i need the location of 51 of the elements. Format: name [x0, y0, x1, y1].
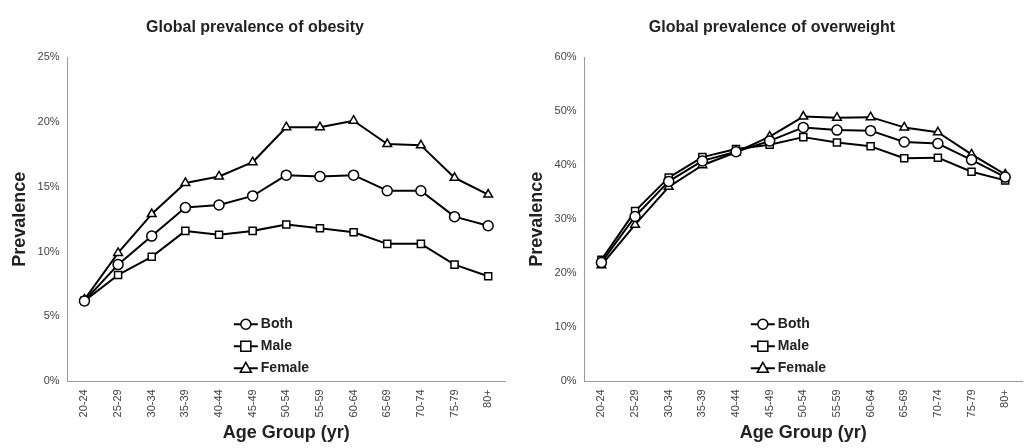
y-tick-label: 40% — [554, 158, 577, 171]
x-tick-label: 70-74 — [413, 389, 426, 418]
y-tick-label: 20% — [554, 266, 577, 279]
x-tick-label: 55-59 — [829, 389, 842, 418]
x-tick-label: 30-34 — [144, 389, 157, 418]
x-tick-label: 70-74 — [930, 389, 943, 418]
y-tick-label: 10% — [554, 320, 577, 333]
x-axis-title: Age Group (yr) — [739, 422, 867, 443]
x-tick-label: 25-29 — [628, 389, 641, 418]
y-axis-title: Prevalence — [525, 171, 546, 267]
y-tick-label: 0% — [560, 374, 577, 387]
x-tick-label: 65-69 — [897, 389, 910, 418]
x-tick-label: 20-24 — [594, 389, 607, 418]
chart-title: Global prevalence of obesity — [146, 18, 365, 36]
x-tick-label: 80+ — [998, 389, 1011, 408]
x-tick-label: 65-69 — [380, 389, 393, 418]
legend-label: Both — [260, 315, 293, 332]
x-tick-label: 40-44 — [729, 389, 742, 418]
y-tick-label: 5% — [43, 309, 60, 322]
legend-label: Female — [260, 359, 310, 376]
x-tick-label: 55-59 — [312, 389, 325, 418]
y-tick-label: 0% — [43, 374, 60, 387]
y-tick-label: 50% — [554, 104, 577, 117]
y-tick-label: 60% — [554, 50, 577, 63]
x-tick-label: 45-49 — [762, 389, 775, 418]
chart-title: Global prevalence of overweight — [648, 18, 896, 36]
x-tick-label: 40-44 — [212, 389, 225, 418]
x-tick-label: 45-49 — [245, 389, 258, 418]
x-tick-label: 30-34 — [661, 389, 674, 418]
x-tick-label: 35-39 — [178, 389, 191, 418]
y-axis-title: Prevalence — [8, 171, 29, 267]
x-tick-label: 60-64 — [346, 389, 359, 418]
y-tick-label: 15% — [37, 179, 60, 192]
x-tick-label: 35-39 — [695, 389, 708, 418]
legend-label: Female — [777, 359, 827, 376]
y-tick-label: 10% — [37, 244, 60, 257]
x-tick-label: 75-79 — [447, 389, 460, 418]
x-tick-label: 20-24 — [77, 389, 90, 418]
x-tick-label: 75-79 — [964, 389, 977, 418]
x-tick-label: 50-54 — [279, 389, 292, 418]
x-axis-title: Age Group (yr) — [222, 422, 350, 443]
x-tick-label: 80+ — [481, 389, 494, 408]
y-tick-label: 30% — [554, 212, 577, 225]
legend-label: Both — [777, 315, 810, 332]
y-tick-label: 25% — [37, 50, 60, 63]
x-tick-label: 50-54 — [796, 389, 809, 418]
legend-label: Male — [777, 337, 810, 354]
x-tick-label: 25-29 — [111, 389, 124, 418]
y-tick-label: 20% — [37, 115, 60, 128]
legend-label: Male — [260, 337, 293, 354]
x-tick-label: 60-64 — [863, 389, 876, 418]
